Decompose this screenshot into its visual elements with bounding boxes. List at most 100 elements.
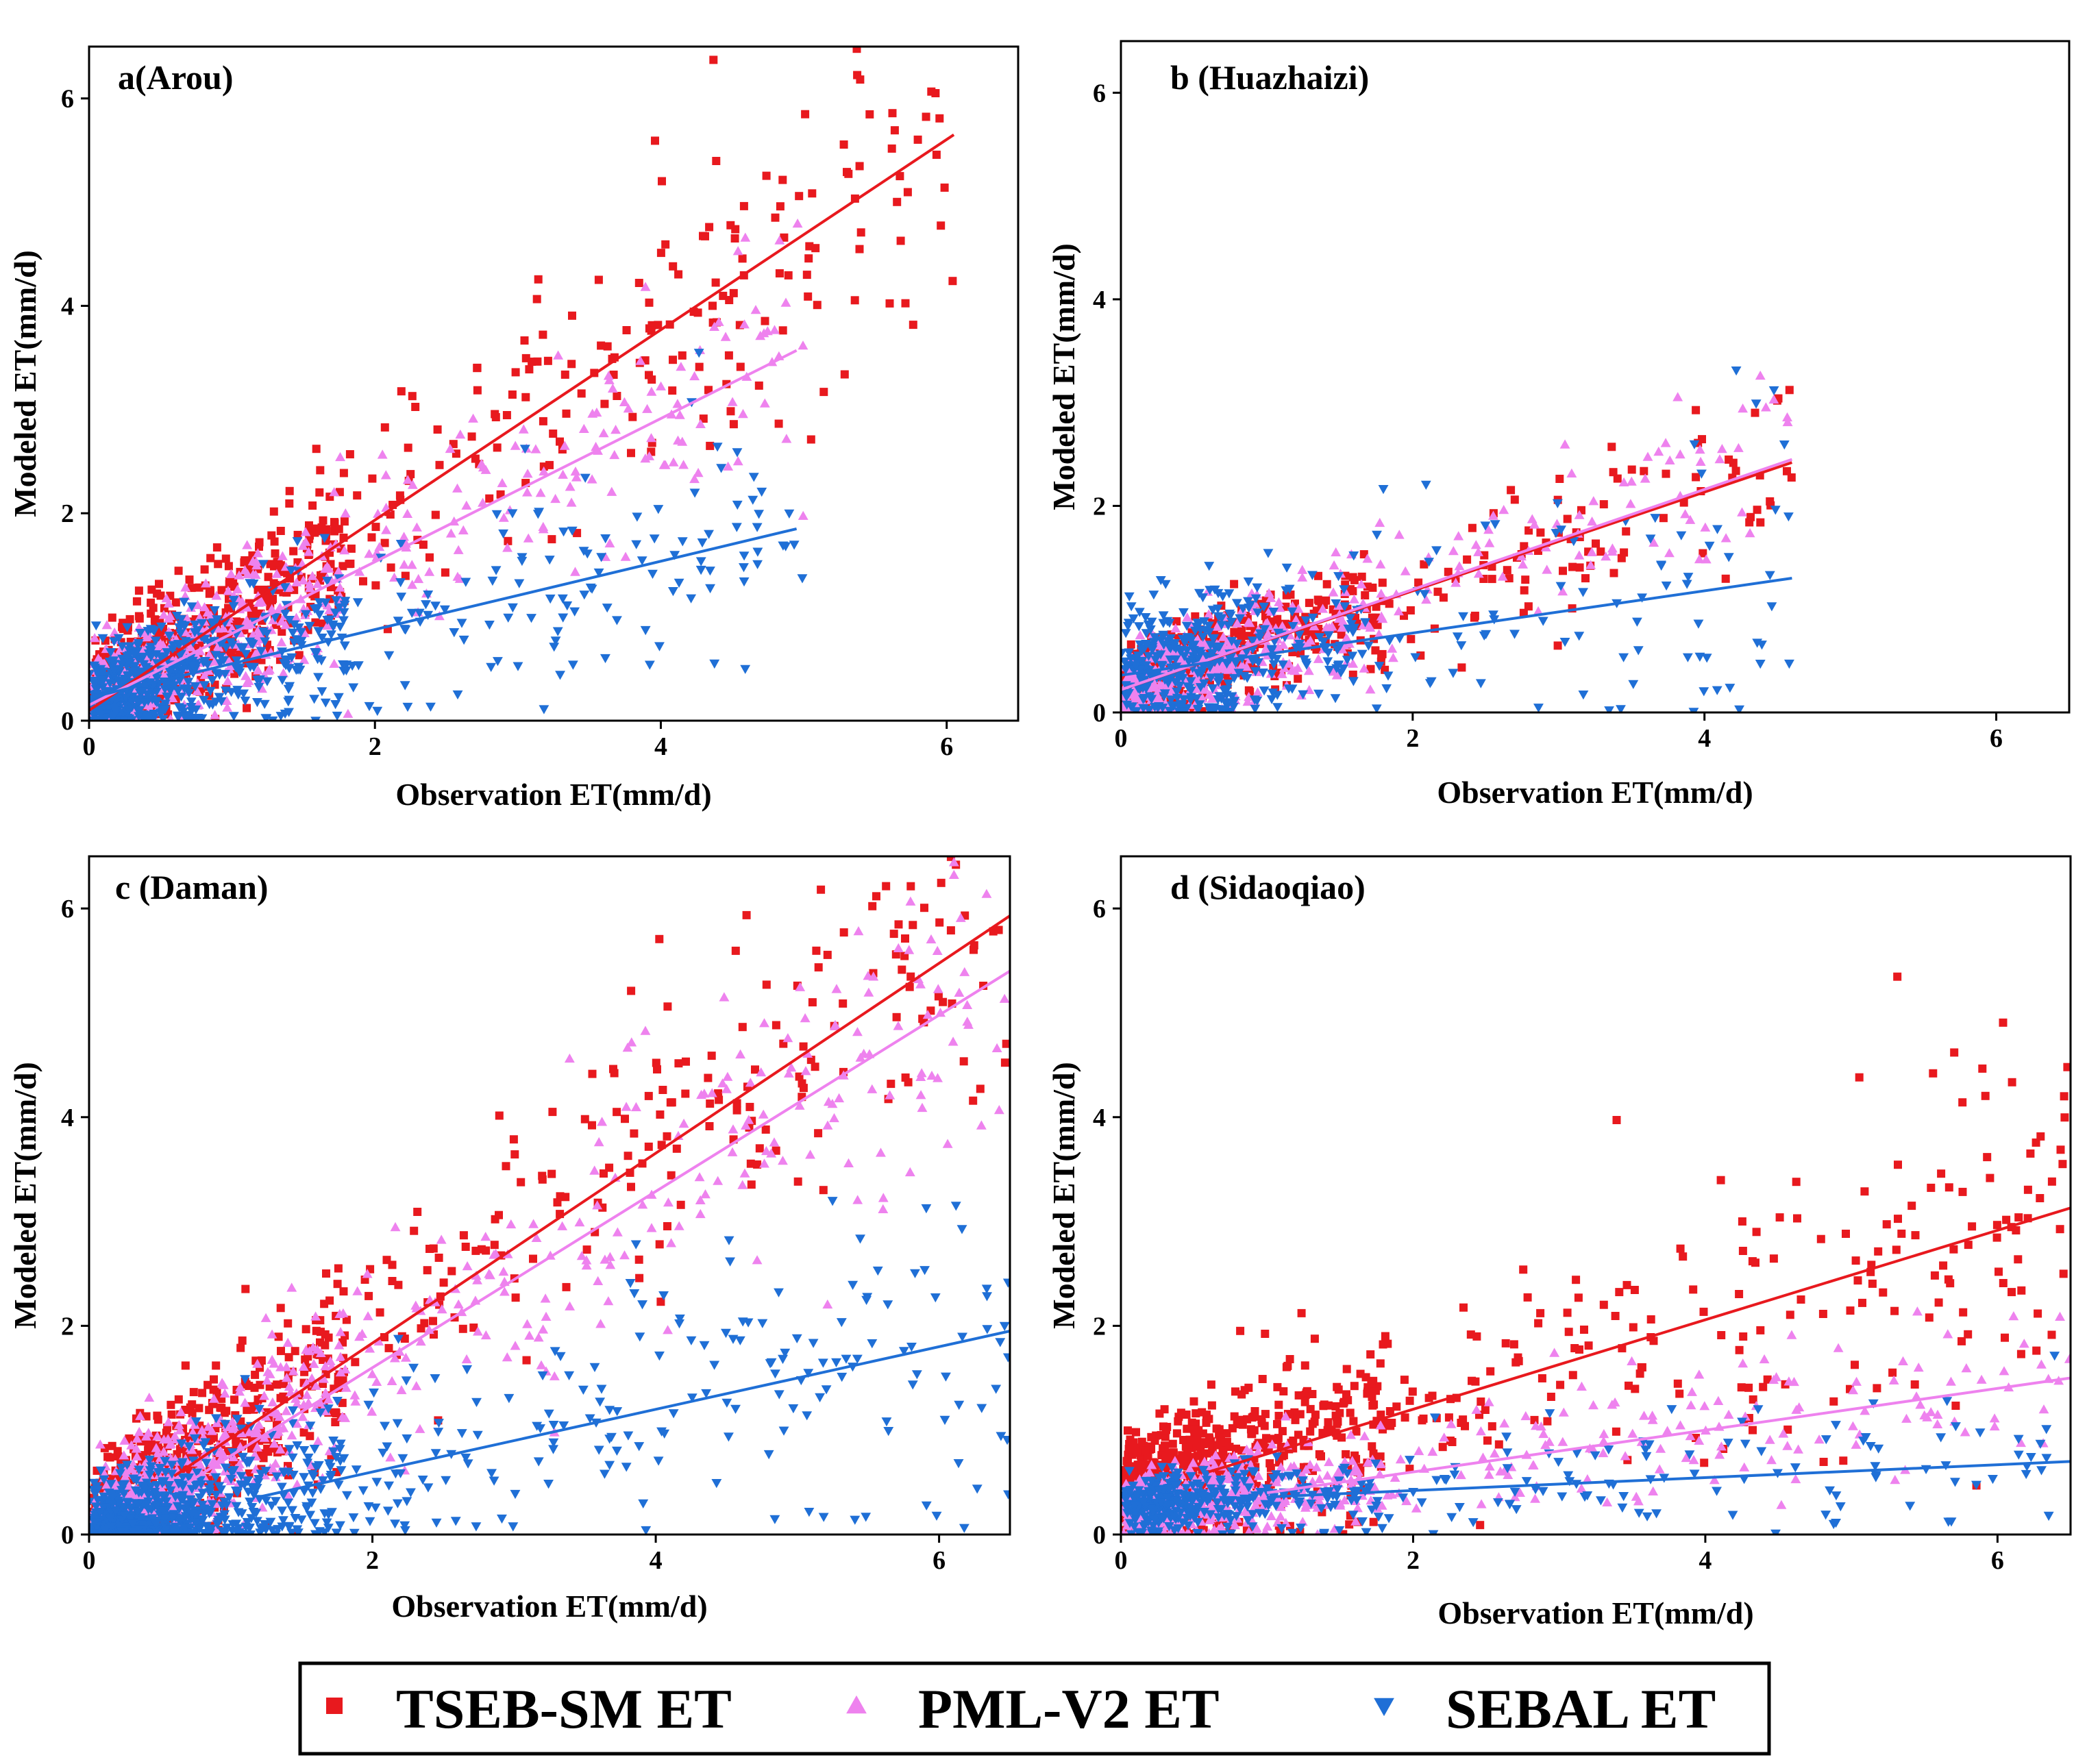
data-point xyxy=(314,610,325,620)
data-point xyxy=(656,1110,665,1119)
data-point xyxy=(704,530,714,539)
data-point xyxy=(906,882,915,891)
data-point xyxy=(609,1065,617,1073)
data-point xyxy=(195,1404,203,1413)
data-point xyxy=(285,499,294,508)
data-point xyxy=(1130,692,1141,701)
data-point xyxy=(1483,525,1494,534)
data-point xyxy=(184,688,195,698)
data-point xyxy=(252,698,262,708)
data-point xyxy=(893,943,904,952)
data-point xyxy=(553,350,564,360)
data-point xyxy=(840,370,849,379)
data-point xyxy=(1725,455,1733,464)
data-point xyxy=(1388,653,1398,662)
data-point xyxy=(970,945,978,954)
data-point xyxy=(240,556,249,564)
data-point xyxy=(1542,564,1553,574)
data-point xyxy=(1559,567,1567,575)
data-point xyxy=(199,634,210,645)
data-point xyxy=(1374,662,1385,671)
data-point xyxy=(353,491,362,500)
data-point xyxy=(903,188,912,197)
data-point xyxy=(661,240,670,249)
data-point xyxy=(739,551,750,561)
data-point xyxy=(1165,695,1176,705)
data-point xyxy=(471,1246,480,1255)
data-point xyxy=(517,556,528,567)
data-point xyxy=(132,597,141,606)
data-point xyxy=(1143,620,1154,630)
data-point xyxy=(219,656,230,665)
data-point xyxy=(1782,412,1792,422)
data-point xyxy=(668,386,677,395)
data-point xyxy=(652,1058,660,1067)
data-point xyxy=(212,543,221,552)
data-point xyxy=(1272,703,1283,712)
data-point xyxy=(596,553,607,562)
data-point xyxy=(539,330,547,339)
data-point xyxy=(1281,602,1290,611)
data-point xyxy=(412,522,422,532)
data-point xyxy=(291,612,301,622)
data-point xyxy=(491,410,499,419)
data-point xyxy=(1122,700,1133,710)
data-point xyxy=(259,699,270,709)
data-point xyxy=(663,1132,671,1141)
data-point xyxy=(225,569,236,578)
data-point xyxy=(491,510,502,519)
data-point xyxy=(1237,604,1248,614)
data-point xyxy=(689,371,700,381)
data-point xyxy=(1252,608,1263,618)
data-point xyxy=(852,1027,863,1036)
data-point xyxy=(1538,617,1548,626)
data-point xyxy=(1424,558,1434,567)
data-point xyxy=(452,690,463,700)
data-point xyxy=(1473,547,1483,556)
data-point xyxy=(1333,613,1344,623)
data-point xyxy=(550,636,561,646)
data-point xyxy=(1230,580,1239,588)
data-point xyxy=(207,676,218,686)
data-point xyxy=(176,614,186,625)
data-point xyxy=(491,1215,499,1223)
data-point xyxy=(532,295,541,303)
data-point xyxy=(598,428,609,438)
data-point xyxy=(726,407,735,416)
data-point xyxy=(715,1095,724,1104)
data-point xyxy=(284,1353,293,1362)
data-point xyxy=(1720,533,1731,543)
data-point xyxy=(774,419,783,428)
data-point xyxy=(550,493,560,504)
data-point xyxy=(1363,641,1374,651)
data-point xyxy=(654,321,663,330)
data-point xyxy=(129,667,139,678)
data-point xyxy=(322,1269,330,1278)
data-point xyxy=(567,660,578,670)
data-point xyxy=(1282,591,1291,599)
x-tick-label: 4 xyxy=(1698,724,1711,753)
data-point xyxy=(530,444,541,454)
data-point xyxy=(994,926,1003,934)
data-point xyxy=(562,409,571,418)
data-point xyxy=(1650,514,1661,523)
data-point xyxy=(256,647,267,656)
data-point xyxy=(1144,692,1155,701)
data-point xyxy=(549,643,560,652)
data-point xyxy=(1323,648,1333,658)
data-point xyxy=(668,587,678,597)
data-point xyxy=(775,269,784,277)
data-point xyxy=(666,1238,676,1247)
data-point xyxy=(1126,640,1135,649)
data-point xyxy=(339,469,348,477)
data-point xyxy=(149,710,160,719)
data-point xyxy=(1341,633,1352,643)
data-point xyxy=(709,321,719,331)
data-point xyxy=(1365,684,1376,694)
data-point xyxy=(1181,621,1192,631)
data-point xyxy=(468,413,478,423)
data-point xyxy=(186,697,197,707)
data-point xyxy=(1575,563,1584,572)
x-tick-label: 2 xyxy=(1406,724,1419,753)
data-point xyxy=(732,456,743,466)
